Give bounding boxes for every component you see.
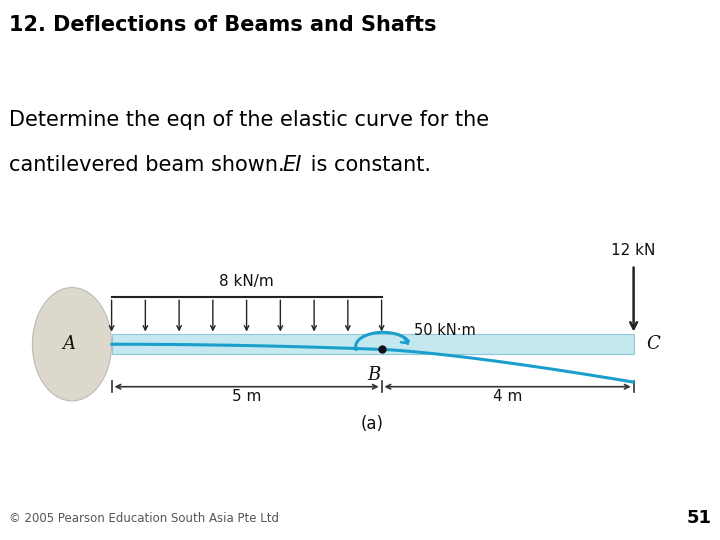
Text: © 2005 Pearson Education South Asia Pte Ltd: © 2005 Pearson Education South Asia Pte …: [9, 511, 279, 524]
Text: 50 kN·m: 50 kN·m: [414, 323, 476, 338]
Text: EI: EI: [282, 155, 302, 175]
Text: is constant.: is constant.: [304, 155, 431, 175]
Text: 12 kN: 12 kN: [611, 243, 656, 258]
Bar: [112, 334, 634, 354]
Text: 12. Deflections of Beams and Shafts: 12. Deflections of Beams and Shafts: [9, 15, 436, 35]
Text: C: C: [647, 335, 660, 353]
Text: A: A: [62, 335, 75, 353]
Text: Determine the eqn of the elastic curve for the: Determine the eqn of the elastic curve f…: [9, 110, 489, 130]
Text: EXAMPLE 12.5: EXAMPLE 12.5: [9, 60, 199, 85]
Ellipse shape: [32, 288, 112, 401]
Text: 51: 51: [686, 509, 711, 527]
Text: 4 m: 4 m: [493, 389, 522, 404]
Text: cantilevered beam shown.: cantilevered beam shown.: [9, 155, 291, 175]
Text: 8 kN/m: 8 kN/m: [219, 274, 274, 289]
Text: (a): (a): [361, 415, 384, 433]
Text: 5 m: 5 m: [232, 389, 261, 404]
Text: B: B: [368, 366, 381, 384]
